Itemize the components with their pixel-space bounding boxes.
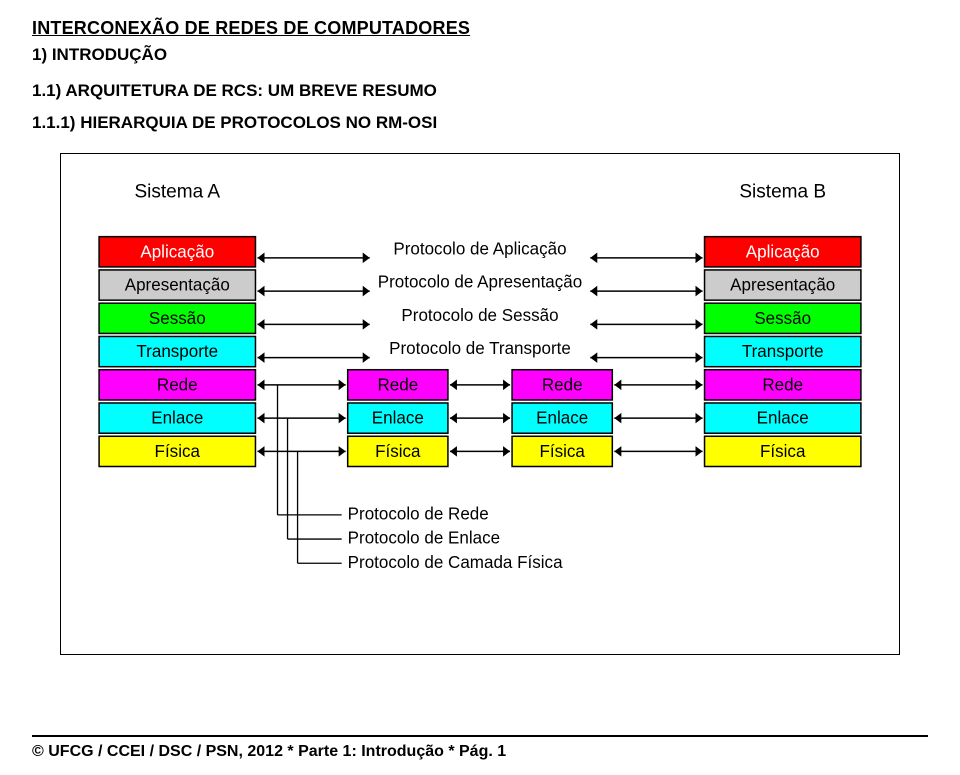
svg-text:Protocolo de Apresentação: Protocolo de Apresentação xyxy=(378,273,583,292)
svg-text:Apresentação: Apresentação xyxy=(730,276,835,295)
svg-text:Protocolo de Camada Física: Protocolo de Camada Física xyxy=(348,553,563,572)
svg-text:Rede: Rede xyxy=(377,375,418,394)
svg-text:Física: Física xyxy=(760,442,806,461)
svg-text:Apresentação: Apresentação xyxy=(125,276,230,295)
heading-intro: 1) INTRODUÇÃO xyxy=(32,45,928,65)
svg-text:Aplicação: Aplicação xyxy=(746,242,820,261)
svg-text:Aplicação: Aplicação xyxy=(140,242,214,261)
svg-text:Protocolo de Enlace: Protocolo de Enlace xyxy=(348,529,500,548)
svg-text:Transporte: Transporte xyxy=(136,342,218,361)
svg-text:Sistema A: Sistema A xyxy=(134,181,220,202)
svg-text:Rede: Rede xyxy=(542,375,583,394)
svg-text:Enlace: Enlace xyxy=(757,409,809,428)
svg-text:Enlace: Enlace xyxy=(372,409,424,428)
svg-text:Física: Física xyxy=(539,442,585,461)
osi-diagram: Sistema A Sistema B Aplicação Aplicação Apre… xyxy=(60,153,900,655)
svg-text:Protocolo de Rede: Protocolo de Rede xyxy=(348,504,489,523)
svg-text:Enlace: Enlace xyxy=(151,409,203,428)
svg-text:Rede: Rede xyxy=(762,375,803,394)
svg-text:Protocolo de Transporte: Protocolo de Transporte xyxy=(389,339,571,358)
svg-text:Rede: Rede xyxy=(157,375,198,394)
svg-text:Protocolo de Aplicação: Protocolo de Aplicação xyxy=(393,239,566,258)
svg-text:Sistema B: Sistema B xyxy=(739,181,826,202)
svg-text:Enlace: Enlace xyxy=(536,409,588,428)
page-title: INTERCONEXÃO DE REDES DE COMPUTADORES xyxy=(32,18,928,39)
svg-text:Sessão: Sessão xyxy=(754,309,811,328)
page-footer: © UFCG / CCEI / DSC / PSN, 2012 * Parte … xyxy=(32,735,928,761)
heading-architecture: 1.1) ARQUITETURA DE RCS: UM BREVE RESUMO xyxy=(32,81,928,101)
svg-text:Transporte: Transporte xyxy=(742,342,824,361)
svg-text:Sessão: Sessão xyxy=(149,309,206,328)
svg-text:Protocolo de Sessão: Protocolo de Sessão xyxy=(401,306,558,325)
heading-hierarchy: 1.1.1) HIERARQUIA DE PROTOCOLOS NO RM-OS… xyxy=(32,113,928,133)
osi-diagram-svg: Sistema A Sistema B Aplicação Aplicação Apre… xyxy=(61,154,899,654)
svg-text:Física: Física xyxy=(155,442,201,461)
svg-text:Física: Física xyxy=(375,442,421,461)
